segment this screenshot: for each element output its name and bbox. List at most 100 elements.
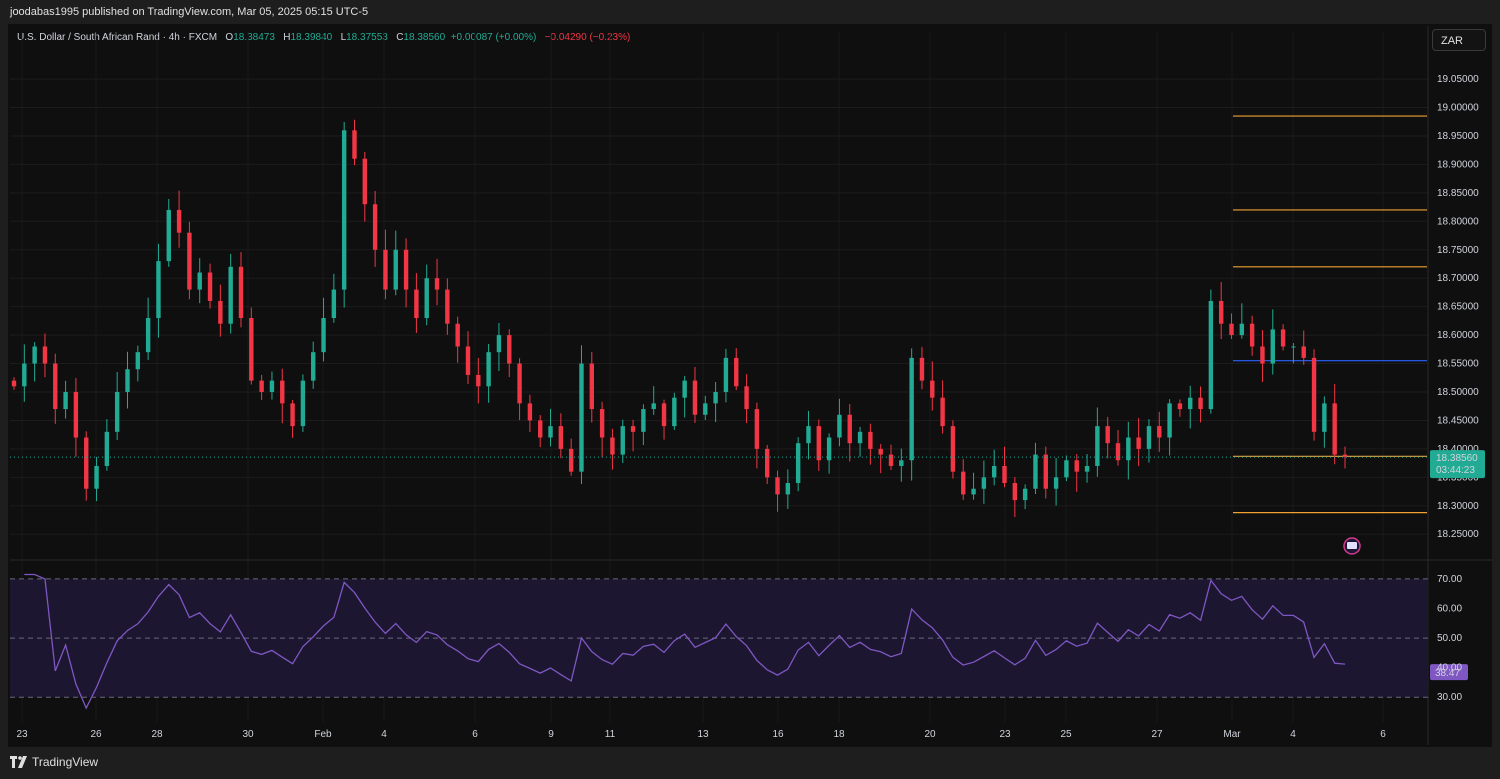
candle-body — [424, 278, 429, 319]
candle-body — [1022, 488, 1028, 501]
tradingview-brand[interactable]: TradingView — [10, 755, 98, 769]
candle-body — [1002, 465, 1007, 484]
time-tick-label: 16 — [772, 729, 784, 740]
candle-body — [1270, 329, 1275, 364]
legend-high-label: H — [283, 32, 291, 43]
time-tick-label: 20 — [924, 729, 936, 740]
candle-body — [868, 431, 873, 449]
candle-body — [73, 392, 79, 438]
price-tick-label: 18.75000 — [1437, 245, 1479, 256]
candle-body — [228, 266, 233, 324]
candle-body — [1188, 397, 1193, 410]
candle-body — [1157, 426, 1162, 438]
candle-body — [352, 130, 357, 159]
currency-button[interactable]: ZAR — [1432, 29, 1486, 51]
candle-body — [826, 437, 832, 461]
legend-close: 18.38560 — [403, 32, 446, 43]
price-label-box — [1430, 450, 1485, 479]
candle-body — [414, 289, 419, 319]
candle-body — [53, 363, 58, 410]
candle-body — [899, 460, 904, 466]
brand-name: TradingView — [32, 755, 99, 769]
candle-body — [806, 426, 811, 444]
candle-body — [1311, 357, 1317, 432]
legend-high: 18.39840 — [290, 32, 333, 43]
candle-body — [1105, 426, 1110, 444]
candle-body — [455, 323, 460, 347]
legend-change: +0.00087 (+0.00%) — [450, 32, 537, 43]
candle-body — [744, 386, 749, 410]
candle-body — [713, 392, 718, 404]
candle-body — [507, 335, 512, 364]
price-tick-label: 19.00000 — [1437, 103, 1479, 114]
candle-body — [1198, 397, 1203, 410]
candle-body — [682, 380, 687, 398]
price-tick-label: 19.05000 — [1437, 74, 1479, 85]
candle-body — [434, 278, 440, 290]
candle-body — [1229, 323, 1234, 336]
candle-body — [1301, 346, 1306, 358]
candle-body — [1342, 454, 1348, 458]
time-tick-label: 18 — [833, 729, 845, 740]
candle-body — [641, 409, 646, 432]
candle-body — [84, 437, 89, 489]
candle-body — [599, 409, 605, 438]
candle-body — [961, 471, 966, 495]
price-tick-label: 18.60000 — [1437, 330, 1479, 341]
time-tick-label: 25 — [1060, 729, 1072, 740]
candle-body — [651, 403, 656, 410]
candle-body — [610, 437, 615, 455]
candle-body — [1322, 403, 1327, 432]
candle-body — [1095, 426, 1100, 466]
candle-body — [1249, 323, 1255, 347]
time-tick-label: 9 — [548, 729, 554, 740]
candle-body — [187, 232, 192, 290]
candle-body — [672, 397, 677, 427]
time-tick-label: 4 — [381, 729, 387, 740]
symbol-legend: U.S. Dollar / South African Rand · 4h · … — [17, 32, 630, 43]
candle-body — [568, 448, 574, 472]
candle-body — [1239, 323, 1245, 336]
time-tick-label: 23 — [16, 729, 28, 740]
price-tick-label: 18.25000 — [1437, 529, 1479, 540]
candle-body — [950, 426, 956, 472]
legend-close-label: C — [396, 32, 404, 43]
candle-body — [1280, 329, 1286, 347]
candle-body — [579, 363, 584, 472]
time-tick-label: 13 — [697, 729, 709, 740]
candle-body — [476, 374, 481, 387]
candle-body — [166, 209, 171, 262]
candle-body — [785, 483, 791, 495]
candle-body — [620, 426, 625, 455]
candle-body — [218, 300, 223, 324]
candle-body — [249, 318, 254, 381]
candle-body — [919, 357, 925, 381]
publisher-line: joodabas1995 published on TradingView.co… — [10, 6, 369, 18]
candle-body — [207, 272, 213, 301]
candle-body — [930, 380, 935, 398]
candle-body — [558, 426, 564, 449]
candle-body — [135, 352, 141, 370]
price-tick-label: 18.50000 — [1437, 387, 1479, 398]
rsi-tick-label: 60.00 — [1437, 603, 1462, 614]
candle-body — [156, 261, 161, 319]
candle-body — [878, 448, 883, 455]
candle-body — [1208, 300, 1214, 410]
candle-body — [63, 392, 68, 410]
legend-open: 18.38473 — [233, 32, 275, 43]
candle-body — [517, 363, 522, 404]
legend-low-label: L — [340, 32, 347, 43]
candle-body — [300, 380, 306, 427]
candle-body — [909, 357, 914, 461]
candle-body — [22, 363, 27, 387]
rsi-tick-label: 40.00 — [1437, 663, 1462, 674]
candle-body — [11, 380, 17, 387]
time-tick-label: 6 — [1380, 729, 1386, 740]
candle-body — [754, 409, 760, 449]
price-tick-label: 18.40000 — [1437, 444, 1479, 455]
candle-body — [114, 392, 120, 432]
candle-body — [527, 403, 533, 421]
time-tick-label: 4 — [1290, 729, 1296, 740]
rsi-pane — [10, 573, 1468, 710]
